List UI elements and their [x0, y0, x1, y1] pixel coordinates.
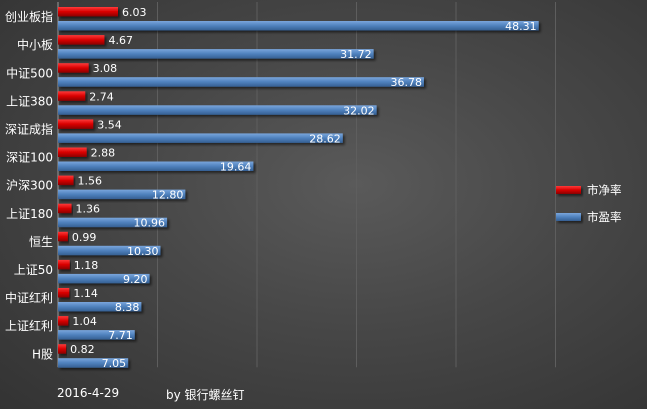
data-label-pe: 19.64: [220, 161, 252, 174]
data-label-pb: 1.56: [78, 175, 103, 188]
category-label: 恒生: [29, 235, 53, 249]
data-label-pe: 31.72: [340, 48, 372, 61]
bar-pb: [58, 259, 70, 270]
bar-pb: [58, 175, 74, 186]
bar-pe: [58, 133, 343, 143]
legend-swatch: [556, 186, 581, 194]
category-label: 深证成指: [5, 121, 53, 136]
data-label-pe: 7.71: [108, 329, 133, 342]
bar-pb: [58, 344, 67, 354]
category-label: 上证380: [6, 94, 53, 108]
bar-pe: [58, 77, 424, 87]
bar-pe: [58, 358, 129, 368]
bar-pb: [58, 231, 68, 242]
category-label: 中小板: [17, 37, 53, 52]
data-label-pb: 6.03: [122, 6, 147, 19]
category-label: 沪深300: [6, 179, 53, 193]
legend-label: 市净率: [587, 183, 622, 197]
legend-swatch: [556, 213, 581, 221]
footer-date: 2016-4-29: [57, 386, 120, 400]
bar-pb: [58, 316, 69, 326]
category-label: 深证100: [6, 151, 53, 165]
category-label: 上证50: [14, 263, 53, 277]
data-label-pb: 0.82: [70, 343, 95, 356]
data-label-pb: 3.54: [97, 118, 122, 131]
data-label-pb: 1.14: [73, 287, 98, 300]
data-label-pb: 4.67: [108, 34, 132, 47]
data-label-pe: 9.20: [123, 273, 148, 286]
bar-pe: [58, 302, 142, 312]
bar-pe: [58, 273, 150, 284]
data-label-pe: 10.30: [127, 245, 159, 258]
data-label-pe: 32.02: [343, 104, 375, 117]
data-label-pb: 2.88: [91, 147, 116, 160]
bar-pb: [58, 288, 70, 298]
data-label-pb: 1.04: [72, 315, 97, 328]
data-label-pe: 48.31: [505, 20, 537, 33]
data-label-pb: 3.08: [93, 62, 118, 75]
bar-pe: [58, 245, 161, 256]
bar-pb: [58, 203, 72, 214]
data-label-pe: 12.80: [152, 189, 184, 202]
data-label-pb: 1.36: [76, 203, 101, 216]
category-label: 创业板指: [5, 9, 53, 24]
bar-pb: [58, 35, 105, 45]
data-label-pe: 36.78: [390, 76, 422, 89]
category-label: 中证红利: [5, 290, 53, 305]
bar-pb: [58, 147, 87, 157]
legend-label: 市盈率: [587, 210, 622, 224]
data-label-pb: 0.99: [72, 231, 97, 244]
footer-credit: by 银行螺丝钉: [166, 388, 245, 402]
data-label-pe: 10.96: [134, 217, 166, 230]
bar-pe: [58, 189, 186, 200]
category-label: 上证180: [6, 207, 53, 221]
bar-pb: [58, 63, 89, 73]
bar-pe: [58, 105, 377, 115]
data-label-pb: 2.74: [89, 90, 114, 103]
bar-pb: [58, 91, 86, 101]
data-label-pe: 28.62: [309, 132, 341, 145]
category-label: 中证500: [6, 65, 53, 80]
bar-pb: [58, 7, 118, 17]
bar-pe: [58, 217, 168, 228]
bar-pe: [58, 21, 539, 31]
data-label-pe: 7.05: [102, 357, 127, 370]
data-label-pe: 8.38: [115, 301, 140, 314]
data-label-pb: 1.18: [74, 259, 99, 272]
bar-pe: [58, 49, 374, 59]
category-label: 上证红利: [5, 318, 53, 333]
bar-pb: [58, 119, 94, 129]
bar-pe: [58, 161, 254, 171]
category-label: H股: [32, 347, 53, 361]
bar-pe: [58, 330, 135, 340]
